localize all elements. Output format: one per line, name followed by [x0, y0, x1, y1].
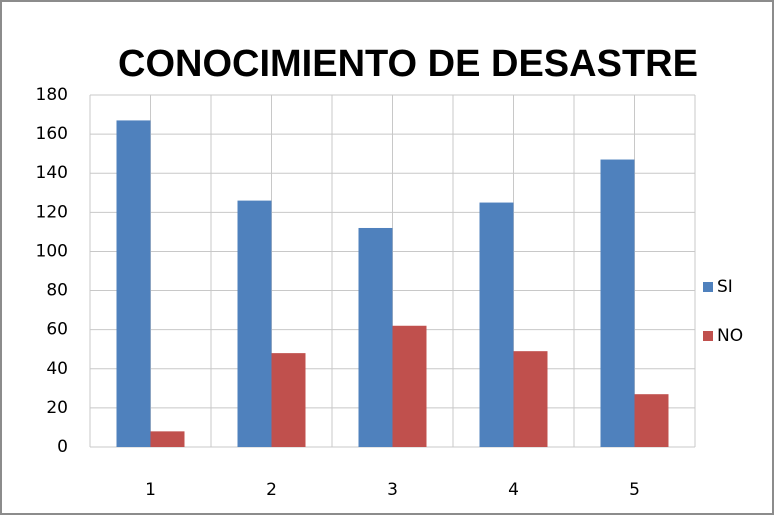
- x-tick-label: 3: [387, 480, 398, 500]
- x-tick-label: 5: [629, 480, 640, 500]
- legend-swatch: [703, 331, 713, 341]
- y-tick-label: 180: [36, 85, 68, 105]
- bar: [392, 325, 427, 447]
- chart-title: CONOCIMIENTO DE DESASTRE: [118, 43, 698, 85]
- bar: [479, 202, 514, 447]
- x-tick-label: 1: [145, 480, 156, 500]
- y-tick-label: 160: [36, 124, 68, 144]
- y-tick-label: 100: [36, 241, 68, 261]
- y-tick-label: 20: [46, 398, 68, 418]
- y-tick-label: 40: [46, 359, 68, 379]
- bar: [150, 431, 185, 447]
- bar: [513, 351, 548, 447]
- y-tick-label: 80: [46, 281, 68, 301]
- bar: [358, 227, 393, 447]
- x-tick-label: 4: [508, 480, 519, 500]
- bar: [116, 120, 151, 447]
- y-tick-label: 120: [36, 202, 68, 222]
- bar: [237, 200, 272, 447]
- bar: [600, 159, 635, 448]
- x-tick-label: 2: [266, 480, 277, 500]
- bar: [634, 394, 669, 447]
- legend-label: SI: [717, 277, 733, 297]
- y-tick-label: 60: [46, 320, 68, 340]
- legend-swatch: [703, 282, 713, 292]
- bar: [271, 353, 306, 447]
- y-tick-label: 0: [57, 437, 68, 457]
- y-tick-label: 140: [36, 163, 68, 183]
- legend-label: NO: [717, 326, 743, 346]
